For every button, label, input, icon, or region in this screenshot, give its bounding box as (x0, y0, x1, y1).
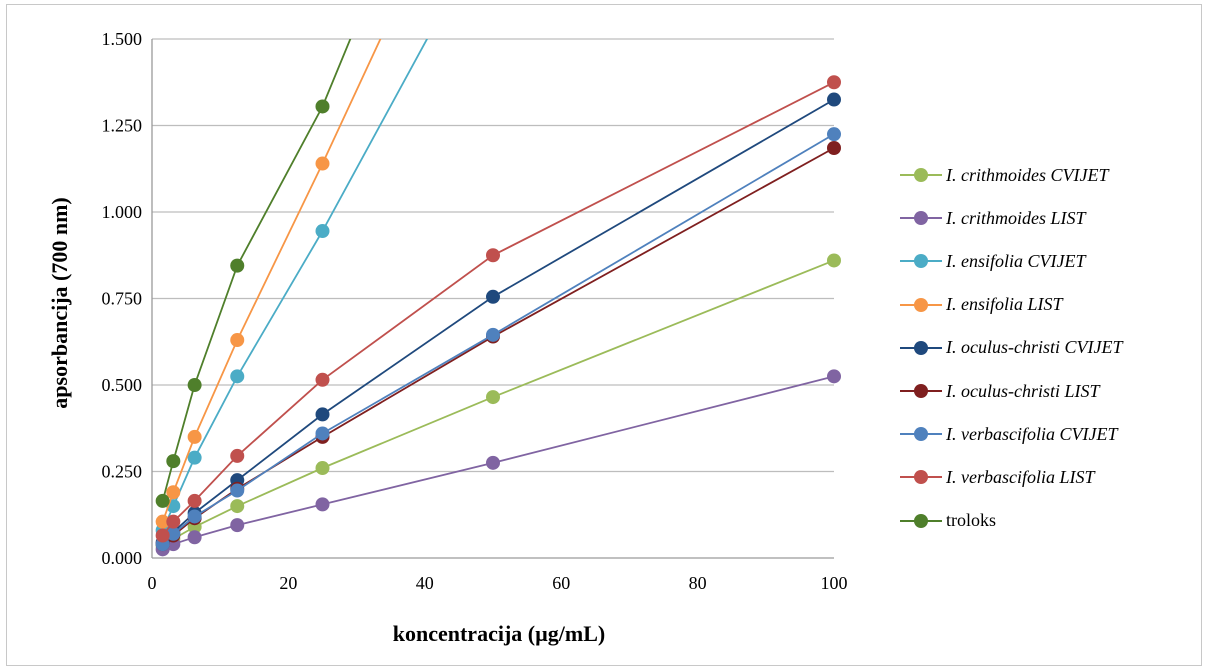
data-point (315, 224, 330, 239)
y-tick-label: 0.750 (102, 289, 143, 309)
data-point (315, 497, 330, 512)
series-layer (155, 39, 841, 557)
legend-label: troloks (946, 510, 997, 531)
data-point (230, 483, 245, 498)
legend-swatch-icon (900, 249, 942, 273)
x-tick-label: 60 (552, 573, 570, 593)
legend-item: I. oculus-christi CVIJET (900, 336, 1122, 360)
data-point (486, 327, 500, 342)
data-point (230, 518, 245, 533)
data-point (187, 429, 202, 444)
data-point (230, 499, 245, 514)
legend-swatch-icon (900, 336, 942, 360)
data-point (187, 530, 202, 545)
legend-item: I. crithmoides CVIJET (900, 163, 1108, 187)
legend-label: I. crithmoides LIST (946, 207, 1086, 228)
legend-label: I. ensifolia LIST (946, 294, 1063, 315)
x-tick-label: 20 (279, 573, 297, 593)
data-point (486, 390, 500, 405)
y-tick-label: 1.000 (102, 202, 143, 222)
data-point (166, 526, 181, 541)
data-point (486, 289, 500, 304)
data-point (230, 448, 245, 463)
x-tick-label: 80 (689, 573, 707, 593)
data-point (486, 455, 500, 470)
data-point (827, 369, 841, 384)
legend-item: I. crithmoides LIST (900, 206, 1086, 230)
y-tick-label: 1.500 (102, 29, 143, 49)
data-point (166, 485, 181, 500)
legend-swatch-icon (900, 509, 942, 533)
legend-swatch-icon (900, 422, 942, 446)
x-axis-title: koncentracija (µg/mL) (393, 621, 605, 646)
series-line (161, 39, 429, 531)
legend-label: I. oculus-christi CVIJET (946, 337, 1123, 358)
data-point (827, 75, 841, 90)
data-point (315, 461, 330, 476)
x-tick-label: 40 (416, 573, 434, 593)
series-line (162, 98, 835, 544)
series-line (161, 39, 382, 523)
legend-swatch-icon (900, 465, 942, 489)
y-tick-label: 0.000 (102, 548, 143, 568)
legend-label: I. ensifolia CVIJET (946, 250, 1086, 271)
data-point (827, 127, 841, 142)
data-point (155, 528, 170, 543)
legend-swatch-icon (900, 206, 942, 230)
data-point (827, 92, 841, 107)
data-point (155, 493, 170, 508)
legend-item: I. verbascifolia LIST (900, 465, 1095, 489)
legend-label: I. verbascifolia CVIJET (946, 423, 1118, 444)
data-point (230, 369, 245, 384)
legend-item: I. verbascifolia CVIJET (900, 422, 1117, 446)
data-point (187, 378, 202, 392)
legend-item: I. oculus-christi LIST (900, 379, 1100, 403)
data-point (315, 99, 330, 114)
legend-item: troloks (900, 509, 996, 533)
data-point (187, 450, 202, 465)
legend-item: I. ensifolia LIST (900, 293, 1063, 317)
series-line (161, 39, 352, 502)
chart-plot: 0.000 0.250 0.500 0.750 1.000 1.250 1.500 0 20 40… (47, 29, 848, 646)
data-point (315, 156, 330, 171)
data-point (187, 509, 202, 524)
legend-label: I. verbascifolia LIST (946, 466, 1095, 487)
x-tick-label: 0 (148, 573, 157, 593)
legend-swatch-icon (900, 379, 942, 403)
chart-frame: 0.000 0.250 0.500 0.750 1.000 1.250 1.500 0 20 40… (6, 4, 1202, 666)
data-point (166, 454, 181, 469)
y-tick-label: 0.500 (102, 375, 143, 395)
tick-labels: 0.000 0.250 0.500 0.750 1.000 1.250 1.500 0 20 40… (102, 29, 848, 593)
legend-swatch-icon (900, 293, 942, 317)
legend-label: I. crithmoides CVIJET (946, 164, 1109, 185)
data-point (827, 253, 841, 268)
y-tick-label: 0.250 (102, 462, 143, 482)
y-tick-label: 1.250 (102, 116, 143, 136)
data-point (315, 407, 330, 422)
data-point (315, 372, 330, 387)
data-point (230, 258, 245, 273)
legend-item: I. ensifolia CVIJET (900, 249, 1085, 273)
legend-label: I. oculus-christi LIST (946, 380, 1100, 401)
data-point (827, 140, 841, 155)
y-axis-title: apsorbancija (700 nm) (47, 197, 72, 408)
series-line (162, 259, 835, 547)
series-line (161, 81, 835, 537)
x-tick-label: 100 (821, 573, 848, 593)
data-point (187, 493, 202, 508)
data-point (315, 426, 330, 441)
data-point (486, 248, 500, 263)
data-point (166, 514, 181, 529)
legend-swatch-icon (900, 163, 942, 187)
series-line (162, 147, 835, 545)
data-point (230, 333, 245, 348)
data-point (155, 514, 170, 529)
